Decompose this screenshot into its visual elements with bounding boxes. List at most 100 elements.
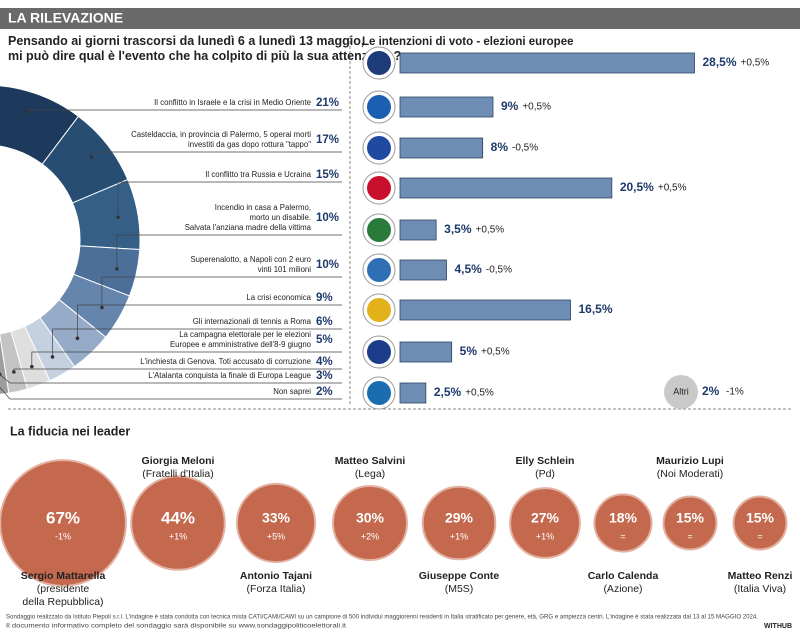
leader-party: (Fratelli d'Italia) bbox=[142, 468, 213, 480]
value-label: 9% bbox=[316, 292, 333, 304]
change-label: -1% bbox=[55, 531, 71, 541]
leader-party: (M5S) bbox=[445, 583, 474, 595]
leader-name: Antonio Tajani bbox=[240, 570, 312, 582]
bubble bbox=[593, 493, 653, 553]
category-label-line: investiti da gas dopo rottura "tappo" bbox=[188, 140, 311, 149]
category-label: Il conflitto in Israele e la crisi in Me… bbox=[154, 98, 311, 107]
leader-name: Matteo Renzi bbox=[728, 570, 793, 582]
value-label: 4,5% bbox=[455, 262, 483, 276]
leader-dot bbox=[12, 370, 16, 374]
chart-title-line: mi può dire qual è l'evento che ha colpi… bbox=[8, 49, 401, 63]
change-label: -0,5% bbox=[512, 143, 538, 154]
value-label: 5% bbox=[460, 344, 478, 358]
change-label: +1% bbox=[536, 531, 554, 541]
category-label: Non saprei bbox=[273, 387, 311, 396]
value-label: 67% bbox=[46, 508, 80, 527]
chart-title: Pensando ai giorni trascorsi da lunedì 6… bbox=[8, 34, 401, 63]
change-label: +2% bbox=[361, 531, 379, 541]
bubble bbox=[332, 485, 408, 561]
leader-line bbox=[27, 109, 342, 112]
bar bbox=[399, 259, 447, 281]
category-label-line: Il conflitto tra Russia e Ucraina bbox=[205, 170, 311, 179]
category-label-line: Superenalotto, a Napoli con 2 euro bbox=[190, 255, 311, 264]
bar bbox=[399, 177, 613, 199]
value-label: 15% bbox=[746, 510, 775, 526]
other-change: -1% bbox=[726, 387, 744, 398]
leader-dot bbox=[26, 110, 30, 114]
leader-name: Carlo Calenda bbox=[588, 570, 659, 582]
footer-note: Sondaggio realizzato da Istituto Piepoli… bbox=[6, 614, 758, 621]
value-label: 28,5% bbox=[703, 55, 737, 69]
party-logo-inner bbox=[367, 298, 391, 322]
value-label: 5% bbox=[316, 334, 333, 346]
leader-line bbox=[77, 304, 342, 339]
value-label: 6% bbox=[316, 316, 333, 328]
other-marker bbox=[664, 375, 698, 409]
category-label-line: La campagna elettorale per le elezioni bbox=[179, 330, 311, 339]
category-label: L'Atalanta conquista la finale di Europa… bbox=[148, 371, 311, 380]
leader-dot bbox=[89, 155, 94, 159]
value-label: 18% bbox=[609, 510, 638, 526]
other-label: Altri bbox=[673, 386, 689, 396]
chart-title: La fiducia nei leader bbox=[10, 424, 130, 438]
leader-line bbox=[31, 351, 342, 367]
party-logo-inner bbox=[367, 258, 391, 282]
leader-party: (Azione) bbox=[603, 583, 642, 595]
footer-logo: WITHUB bbox=[764, 623, 792, 630]
value-label: 17% bbox=[316, 134, 339, 146]
value-label: 3,5% bbox=[444, 222, 472, 236]
leader-party: (Italia Viva) bbox=[734, 583, 786, 595]
leader-dot bbox=[50, 355, 55, 359]
bubble bbox=[130, 475, 226, 571]
bubble bbox=[509, 487, 581, 559]
category-label-line: Europee e amministrative dell'8-9 giugno bbox=[170, 340, 312, 349]
leader-party: (Pd) bbox=[535, 468, 555, 480]
leader-name: Elly Schlein bbox=[516, 455, 575, 467]
bar bbox=[399, 341, 453, 363]
party-logo-inner bbox=[367, 95, 391, 119]
bubble bbox=[235, 482, 317, 564]
chart-title: Le intenzioni di voto - elezioni europee bbox=[362, 36, 574, 48]
leader-party: (presidente della Repubblica) bbox=[22, 583, 103, 608]
change-label: +1% bbox=[169, 531, 187, 541]
leader-party-line: (Forza Italia) bbox=[247, 583, 306, 595]
leader-name: Sergio Mattarella bbox=[21, 570, 106, 582]
leader-party: (Lega) bbox=[355, 468, 385, 480]
bar bbox=[399, 299, 571, 321]
leader-dot bbox=[75, 336, 80, 341]
bar bbox=[399, 96, 494, 118]
leader-line bbox=[0, 386, 342, 400]
value-label: 9% bbox=[501, 99, 519, 113]
category-label: Incendio in casa a Palermo, morto un disa… bbox=[185, 203, 312, 232]
change-label: = bbox=[687, 531, 692, 541]
category-label: La campagna elettorale per le elezioni Eu… bbox=[170, 330, 312, 349]
value-label: 10% bbox=[316, 259, 339, 271]
change-label: -0,5% bbox=[486, 265, 512, 276]
leader-line bbox=[116, 234, 342, 269]
value-label: 33% bbox=[262, 510, 291, 526]
value-label: 2,5% bbox=[434, 385, 462, 399]
party-logo-inner bbox=[367, 381, 391, 405]
value-label: 3% bbox=[316, 370, 333, 382]
party-logo-inner bbox=[367, 136, 391, 160]
party-logo-inner bbox=[367, 340, 391, 364]
category-label: Gli internazionali di tennis a Roma bbox=[193, 317, 312, 326]
category-label-line: Non saprei bbox=[273, 387, 311, 396]
category-label: L'inchiesta di Genova. Toti accusato di … bbox=[140, 357, 311, 366]
change-label: +5% bbox=[267, 531, 285, 541]
leader-party-line: (presidente bbox=[37, 583, 90, 595]
value-label: 8% bbox=[491, 140, 509, 154]
category-label-line: Incendio in casa a Palermo, bbox=[215, 203, 311, 212]
leader-dot bbox=[100, 305, 104, 310]
party-logo-inner bbox=[367, 218, 391, 242]
party-logo-inner bbox=[367, 176, 391, 200]
change-label: +1% bbox=[450, 531, 468, 541]
change-label: +0,5% bbox=[481, 347, 510, 358]
leader-party-line: (Azione) bbox=[603, 583, 642, 595]
leader-name: Maurizio Lupi bbox=[656, 455, 724, 467]
bar bbox=[399, 137, 484, 159]
leader-name: Matteo Salvini bbox=[335, 455, 406, 467]
change-label: +0,5% bbox=[658, 183, 687, 194]
value-label: 27% bbox=[531, 510, 560, 526]
